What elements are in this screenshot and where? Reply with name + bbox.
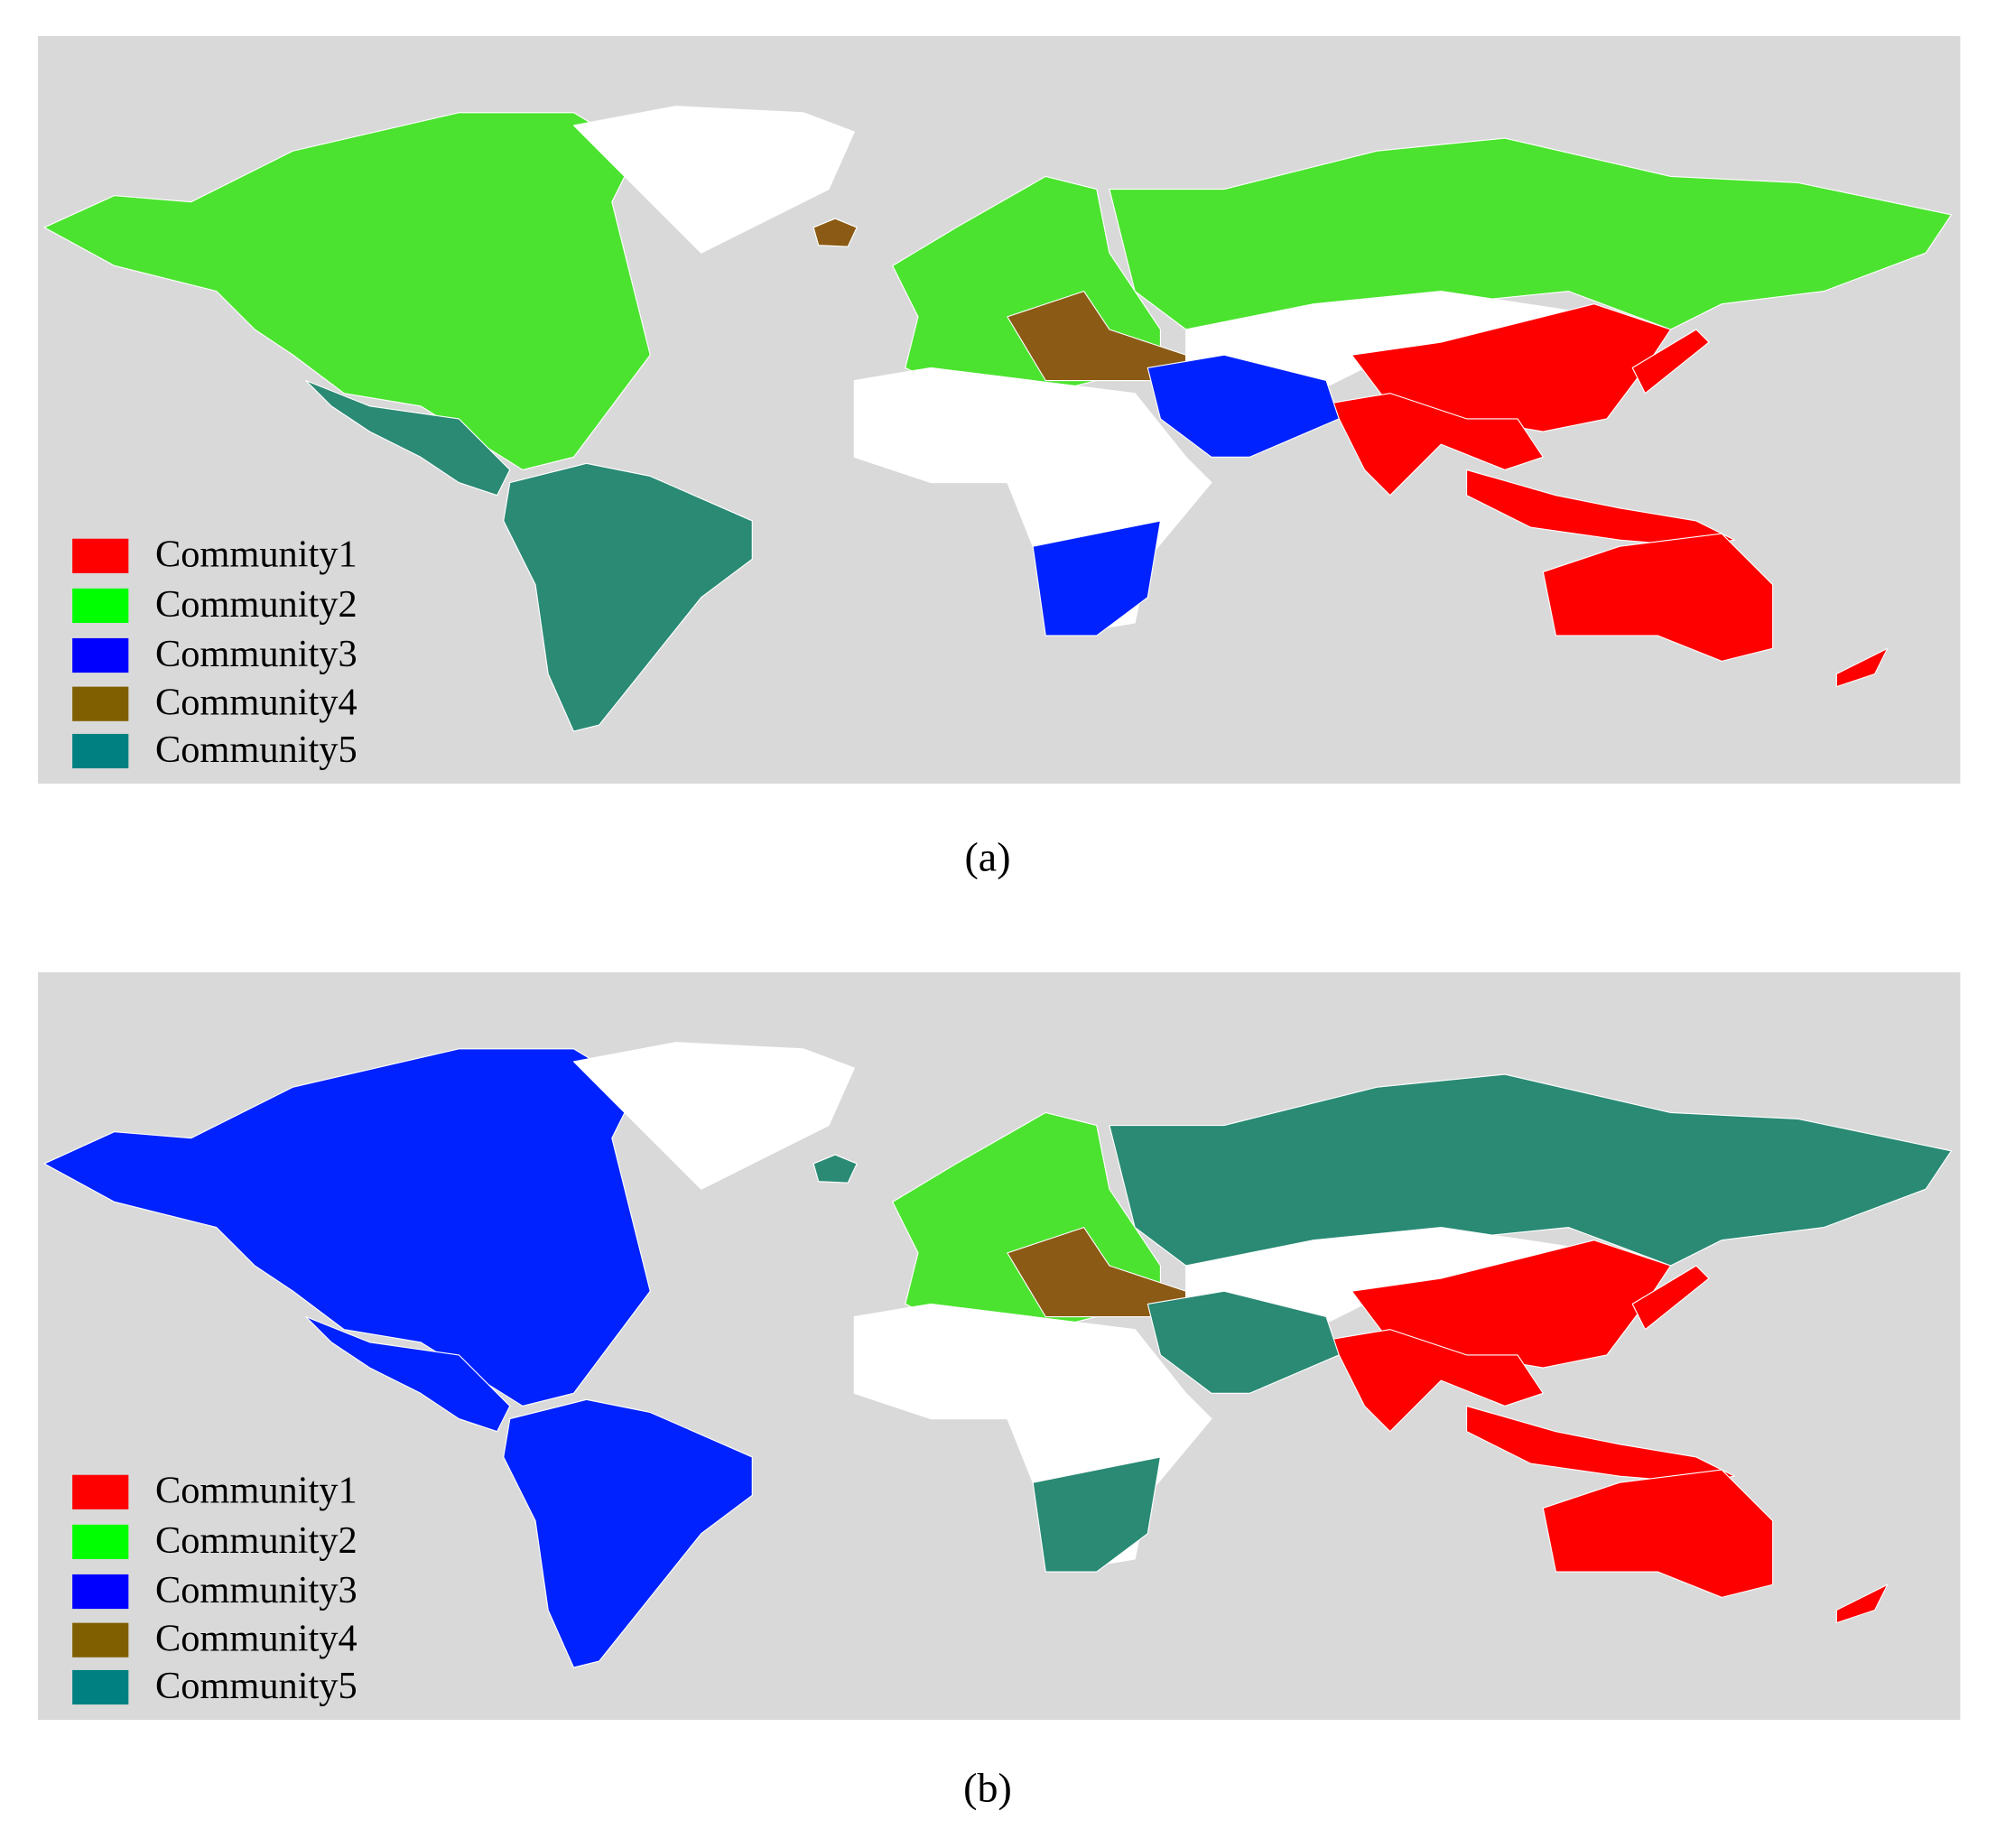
legend-swatch — [72, 1669, 129, 1705]
legend-label: Community5 — [155, 1665, 357, 1707]
map-panel: Community1 Community2 Community3 Community4… — [38, 972, 1961, 1721]
legend: Community1 Community2 Community3 Community4… — [72, 534, 357, 771]
legend-swatch — [72, 588, 129, 623]
legend-label: Community2 — [155, 1519, 357, 1562]
legend-swatch — [72, 1474, 129, 1509]
legend: Community1 Community2 Community3 Community4… — [72, 1470, 357, 1707]
legend-label: Community5 — [155, 729, 357, 771]
legend-swatch — [72, 538, 129, 573]
panel-caption: (a) — [964, 834, 1010, 880]
map-panel: Community1 Community2 Community3 Community4… — [38, 36, 1961, 785]
legend-label: Community4 — [155, 1618, 357, 1660]
panel-caption: (b) — [963, 1765, 1012, 1811]
legend-label: Community4 — [155, 682, 357, 724]
legend-label: Community3 — [155, 1569, 357, 1611]
legend-label: Community1 — [155, 1470, 357, 1512]
legend-swatch — [72, 733, 129, 769]
legend-swatch — [72, 1622, 129, 1658]
legend-swatch — [72, 1574, 129, 1610]
legend-swatch — [72, 686, 129, 721]
legend-label: Community2 — [155, 583, 357, 626]
legend-label: Community1 — [155, 534, 357, 576]
legend-label: Community3 — [155, 633, 357, 675]
legend-swatch — [72, 637, 129, 673]
legend-swatch — [72, 1524, 129, 1559]
